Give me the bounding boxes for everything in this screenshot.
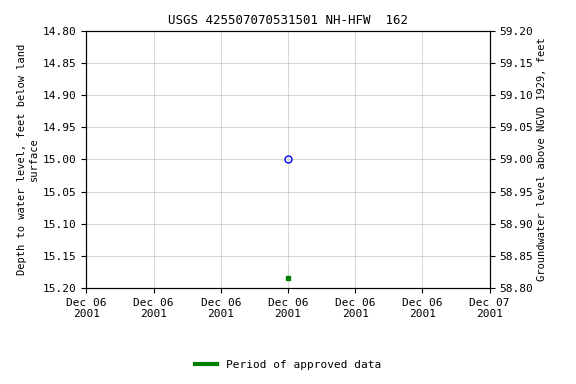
Y-axis label: Groundwater level above NGVD 1929, feet: Groundwater level above NGVD 1929, feet xyxy=(537,38,547,281)
Legend: Period of approved data: Period of approved data xyxy=(191,356,385,375)
Y-axis label: Depth to water level, feet below land
surface: Depth to water level, feet below land su… xyxy=(17,44,39,275)
Title: USGS 425507070531501 NH-HFW  162: USGS 425507070531501 NH-HFW 162 xyxy=(168,14,408,27)
